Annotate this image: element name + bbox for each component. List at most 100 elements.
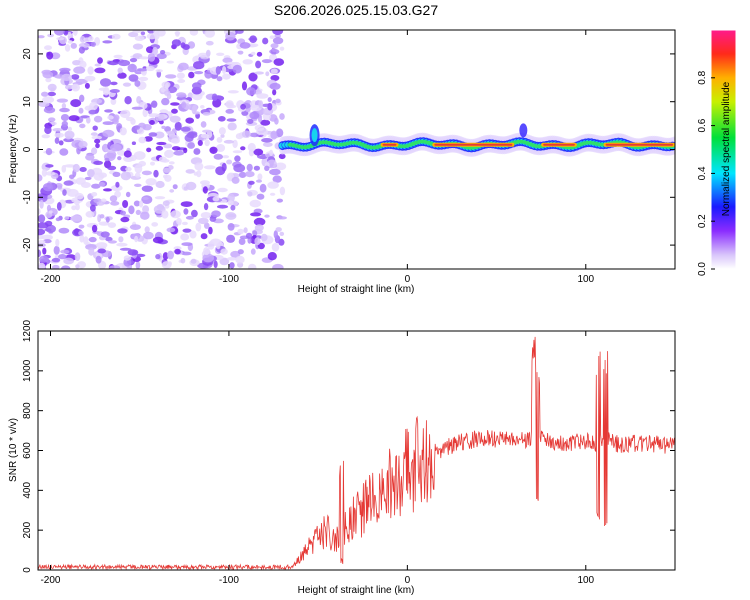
noise-blob: [103, 188, 112, 192]
noise-blob: [272, 30, 284, 35]
noise-blob: [185, 181, 197, 191]
noise-blob: [38, 214, 46, 223]
noise-blob: [107, 60, 119, 66]
noise-blob: [45, 148, 53, 156]
noise-blob: [269, 82, 281, 90]
noise-blob: [131, 106, 143, 110]
noise-blob: [220, 248, 228, 255]
noise-blob: [57, 185, 63, 190]
noise-blob: [200, 233, 208, 240]
noise-blob: [78, 230, 84, 236]
noise-blob: [72, 30, 78, 36]
noise-blob: [249, 35, 257, 43]
noise-blob: [168, 161, 175, 165]
noise-blob: [133, 200, 141, 207]
noise-blob: [232, 64, 242, 74]
noise-blob: [176, 72, 185, 79]
noise-blob: [60, 114, 70, 121]
noise-blob: [218, 127, 226, 135]
noise-blob: [47, 91, 56, 97]
noise-blob: [54, 30, 65, 36]
noise-blob: [142, 124, 152, 131]
noise-blob: [247, 142, 256, 152]
noise-blob: [209, 146, 218, 154]
noise-blob: [256, 93, 269, 99]
noise-blob: [149, 120, 155, 125]
noise-blob: [176, 92, 187, 98]
spectrogram-signal-band: [278, 123, 675, 157]
noise-blob: [45, 77, 52, 83]
noise-blob: [181, 101, 187, 109]
noise-blob: [91, 224, 98, 233]
noise-blob: [39, 255, 49, 263]
noise-blob: [208, 226, 213, 235]
noise-blob: [147, 30, 156, 34]
noise-blob: [58, 140, 64, 146]
noise-blob: [206, 49, 211, 57]
noise-blob: [136, 96, 142, 104]
noise-blob: [89, 101, 98, 111]
noise-blob: [246, 163, 253, 172]
noise-blob: [170, 102, 180, 106]
colorbar-tick-label: 0.8: [697, 70, 708, 84]
noise-blob: [140, 211, 150, 220]
noise-blob: [119, 109, 131, 119]
noise-blob: [257, 242, 265, 250]
noise-blob: [227, 193, 235, 203]
noise-blob: [192, 104, 198, 112]
noise-blob: [245, 171, 255, 178]
noise-blob: [38, 194, 48, 203]
noise-blob: [86, 117, 91, 124]
noise-blob: [271, 242, 280, 252]
noise-blob: [174, 248, 181, 255]
noise-blob: [176, 96, 187, 101]
noise-blob: [193, 61, 205, 70]
noise-blob: [63, 137, 74, 143]
noise-blob: [164, 149, 174, 158]
noise-blob: [42, 71, 54, 79]
noise-blob: [107, 165, 117, 171]
noise-blob: [278, 153, 286, 160]
noise-blob: [178, 62, 189, 71]
noise-blob: [161, 210, 169, 219]
colorbar-gradient: [710, 29, 737, 270]
noise-blob: [250, 51, 256, 56]
y-tick-label: 600: [22, 442, 33, 459]
noise-blob: [166, 60, 174, 64]
noise-blob: [183, 147, 188, 154]
noise-blob: [241, 130, 251, 138]
noise-blob: [53, 245, 60, 255]
noise-blob: [147, 53, 156, 62]
noise-blob: [59, 67, 71, 72]
noise-blob: [119, 127, 127, 136]
noise-blob: [257, 173, 263, 181]
y-tick-label: 400: [22, 482, 33, 499]
noise-blob: [181, 242, 193, 247]
noise-blob: [41, 169, 48, 177]
noise-blob: [269, 49, 280, 55]
noise-blob: [78, 140, 88, 148]
noise-blob: [253, 217, 266, 226]
noise-blob: [161, 125, 166, 129]
noise-blob: [203, 203, 209, 211]
noise-blob: [161, 261, 172, 269]
noise-blob: [200, 105, 205, 109]
noise-blob: [171, 39, 181, 47]
noise-blob: [163, 143, 173, 149]
noise-blob: [211, 93, 218, 102]
spectrogram-noise-region: [38, 30, 287, 269]
noise-blob: [132, 43, 144, 50]
noise-blob: [265, 71, 270, 77]
noise-blob: [67, 31, 72, 37]
noise-blob: [58, 227, 70, 234]
noise-blob: [252, 230, 258, 237]
noise-blob: [90, 132, 98, 136]
spectrogram-ylabel: Frequency (Hz): [8, 115, 19, 184]
noise-blob: [256, 51, 263, 57]
noise-blob: [88, 236, 97, 243]
noise-blob: [204, 70, 213, 79]
noise-blob: [75, 264, 80, 269]
noise-blob: [226, 257, 237, 261]
noise-blob: [143, 231, 154, 240]
noise-blob: [164, 126, 172, 133]
